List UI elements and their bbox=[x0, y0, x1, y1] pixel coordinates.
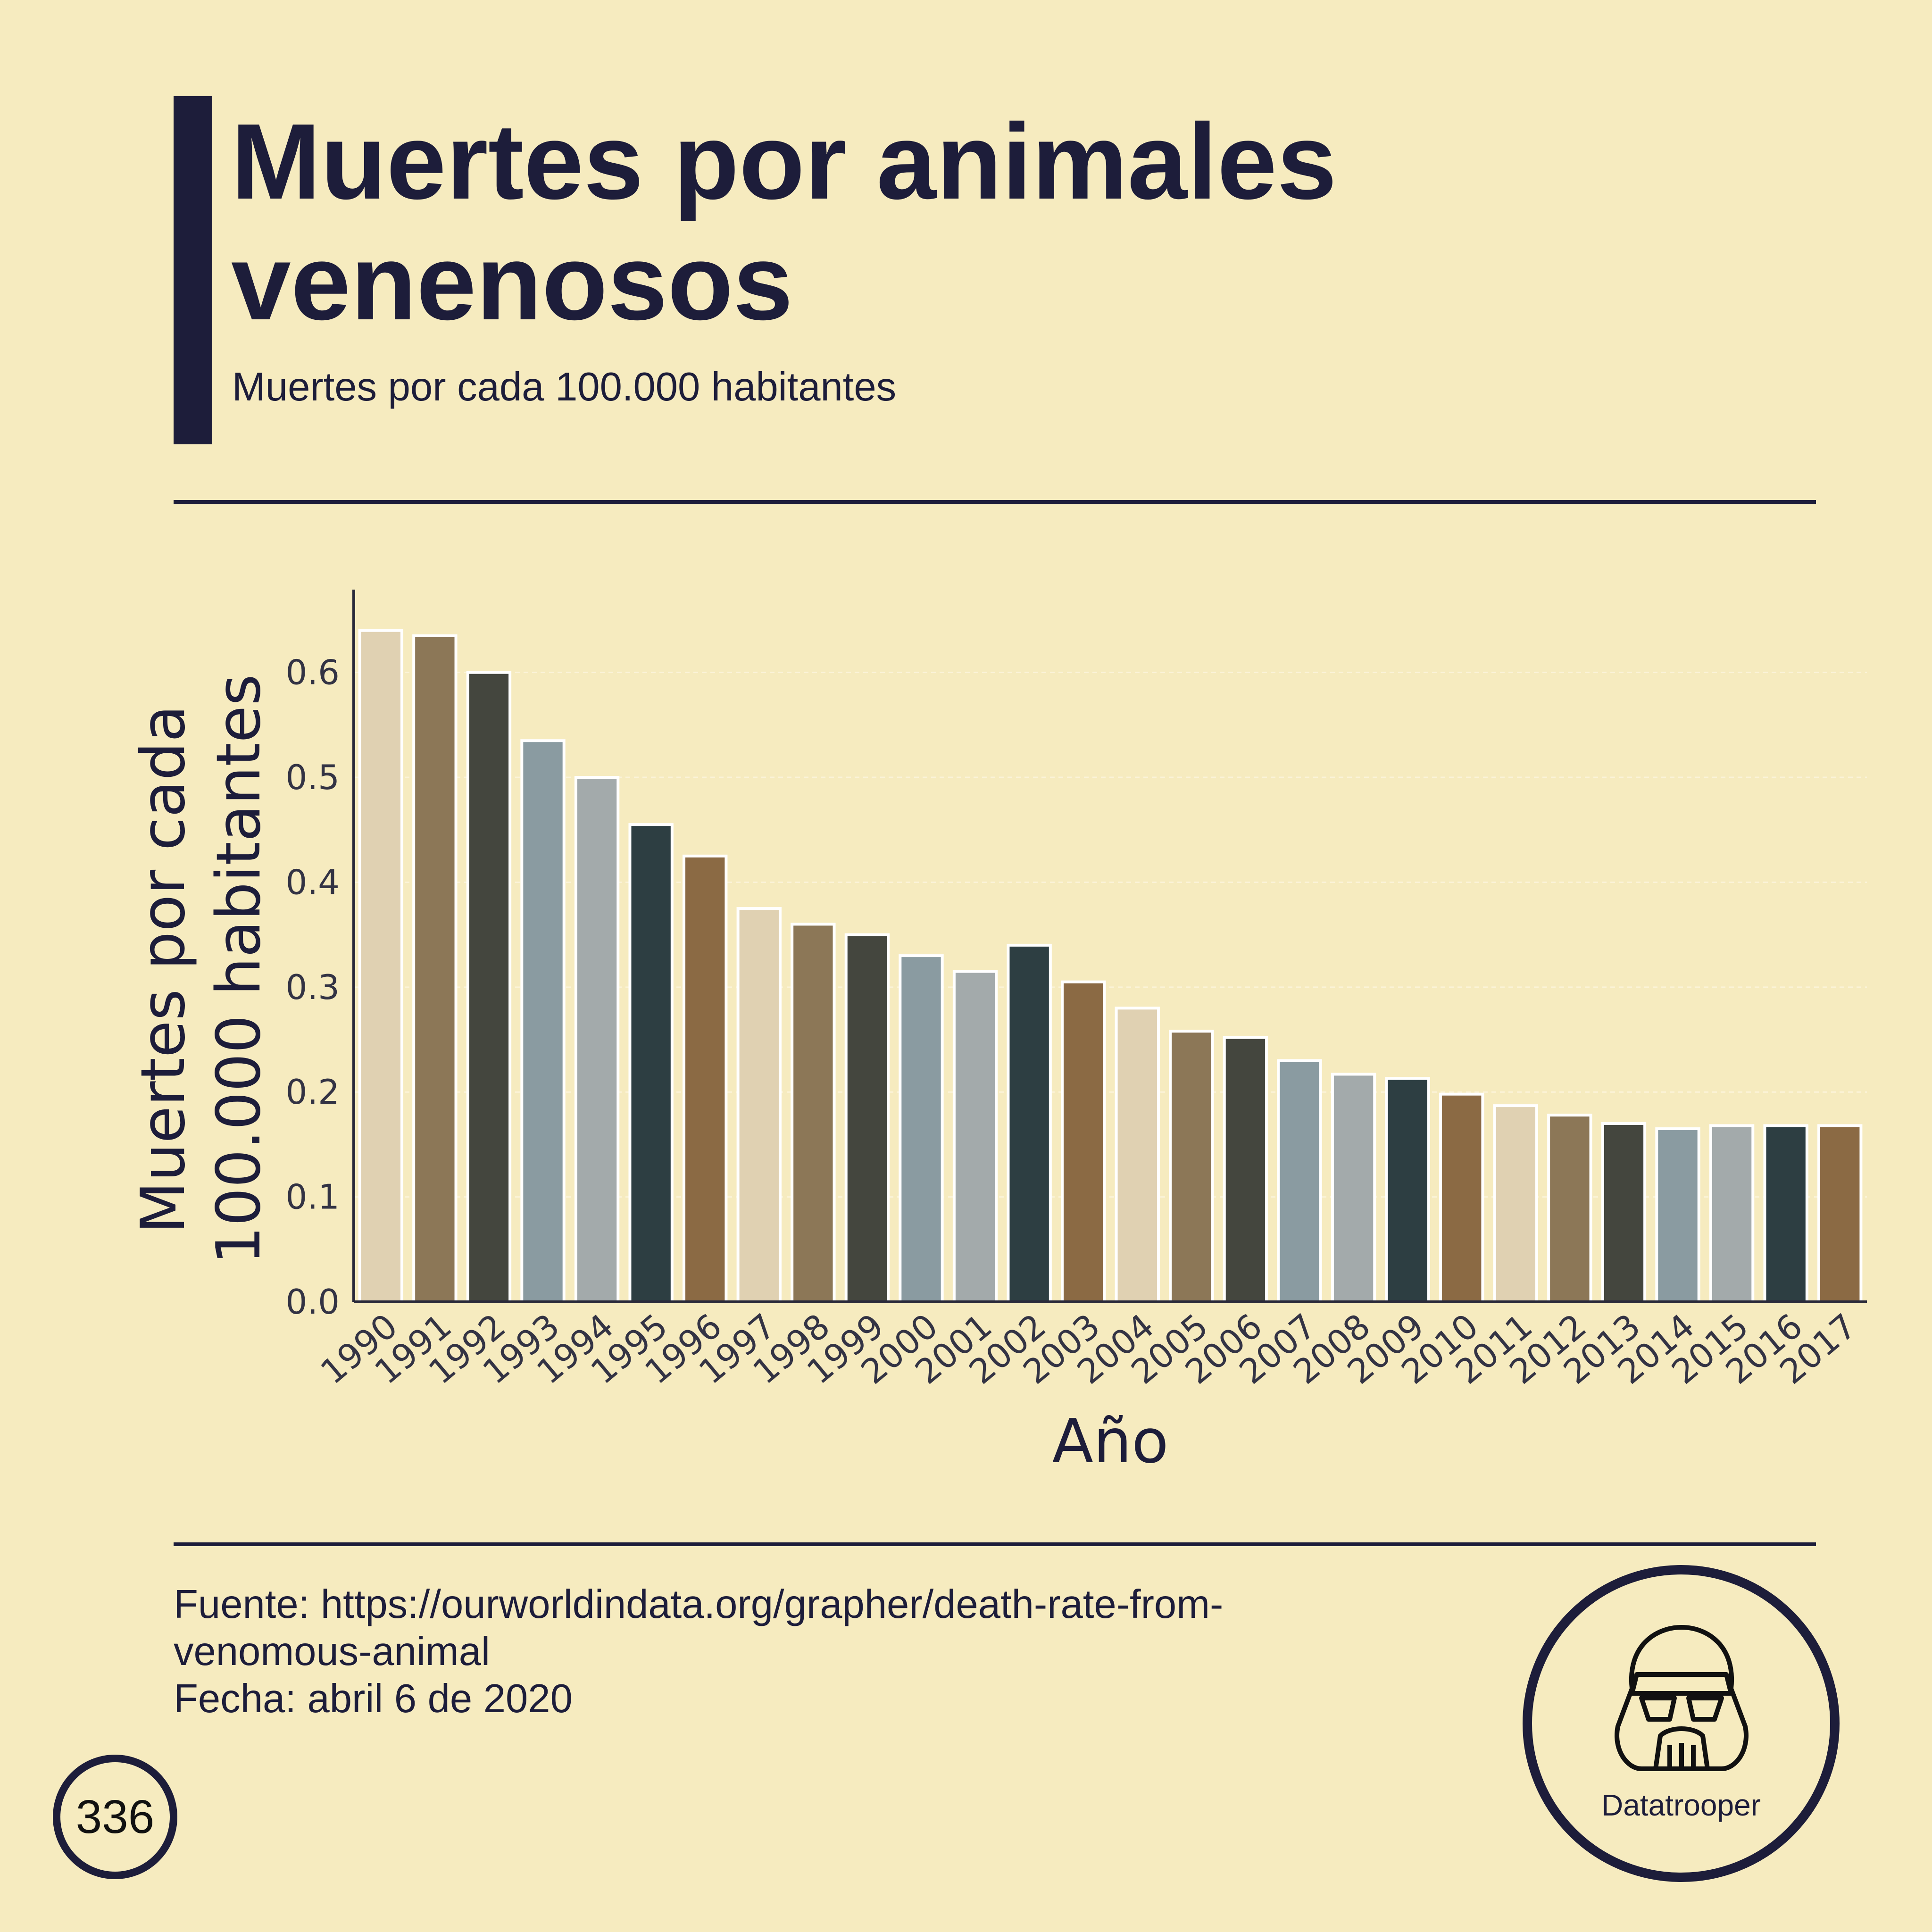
bar bbox=[466, 671, 512, 1304]
bar bbox=[1709, 1124, 1755, 1303]
bar bbox=[736, 907, 782, 1303]
y-tick-labels: 0.0 0.1 0.2 0.3 0.4 0.5 0.6 bbox=[285, 653, 340, 1322]
bar bbox=[899, 954, 944, 1303]
bar bbox=[1331, 1073, 1376, 1304]
chart-subtitle: Muertes por cada 100.000 habitantes bbox=[232, 365, 897, 409]
bar bbox=[1817, 1124, 1863, 1303]
bar bbox=[1763, 1124, 1808, 1303]
bar bbox=[1223, 1036, 1268, 1303]
y-tick-label: 0.5 bbox=[285, 758, 340, 797]
bar bbox=[791, 923, 836, 1303]
x-tick-labels: 1990199119921993199419951996199719981999… bbox=[313, 1306, 1864, 1392]
y-tick-label: 0.2 bbox=[285, 1072, 340, 1112]
bar bbox=[1169, 1030, 1214, 1303]
bar bbox=[683, 854, 728, 1303]
date-line: Fecha: abril 6 de 2020 bbox=[174, 1676, 573, 1721]
source-note: Fuente: https://ourworldindata.org/graph… bbox=[174, 1581, 1447, 1723]
bar bbox=[1115, 1007, 1160, 1303]
source-line: Fuente: https://ourworldindata.org/graph… bbox=[174, 1582, 1224, 1627]
bar bbox=[574, 776, 620, 1303]
title-accent-bar bbox=[174, 96, 212, 444]
y-tick-label: 0.3 bbox=[285, 967, 340, 1007]
bar bbox=[1439, 1092, 1484, 1303]
bar-chart: 0.0 0.1 0.2 0.3 0.4 0.5 0.6 199019911992199319… bbox=[128, 590, 1867, 1477]
bar bbox=[952, 970, 998, 1303]
bar bbox=[1547, 1114, 1592, 1304]
bars bbox=[358, 629, 1863, 1304]
stormtrooper-helmet-icon bbox=[1615, 1625, 1749, 1771]
x-axis-label: Año bbox=[1052, 1407, 1169, 1477]
bar bbox=[412, 634, 458, 1303]
page-number-badge: 336 bbox=[53, 1755, 177, 1879]
y-tick-label: 0.1 bbox=[285, 1177, 340, 1217]
source-line-cont: venomous-animal bbox=[174, 1629, 490, 1674]
bar bbox=[1655, 1127, 1700, 1303]
chart-title: Muertes por animales venenosos bbox=[231, 102, 1337, 342]
bar bbox=[1493, 1104, 1538, 1303]
bar bbox=[1601, 1122, 1647, 1303]
bar bbox=[628, 823, 674, 1303]
y-tick-label: 0.4 bbox=[285, 862, 340, 902]
bar bbox=[520, 739, 566, 1303]
bar bbox=[1061, 980, 1106, 1303]
y-axis-label: Muertes por cada100.000 habitantes bbox=[128, 674, 274, 1265]
y-tick-label: 0.6 bbox=[285, 653, 340, 692]
top-divider bbox=[174, 500, 1816, 504]
bar bbox=[1277, 1059, 1322, 1303]
bar bbox=[1007, 943, 1052, 1303]
y-tick-label: 0.0 bbox=[285, 1282, 340, 1322]
brand-name: Datatrooper bbox=[1601, 1788, 1761, 1822]
bottom-divider bbox=[174, 1542, 1816, 1546]
axes bbox=[352, 590, 1867, 1303]
bar bbox=[358, 629, 403, 1303]
bar bbox=[844, 933, 890, 1303]
bar bbox=[1385, 1077, 1430, 1304]
